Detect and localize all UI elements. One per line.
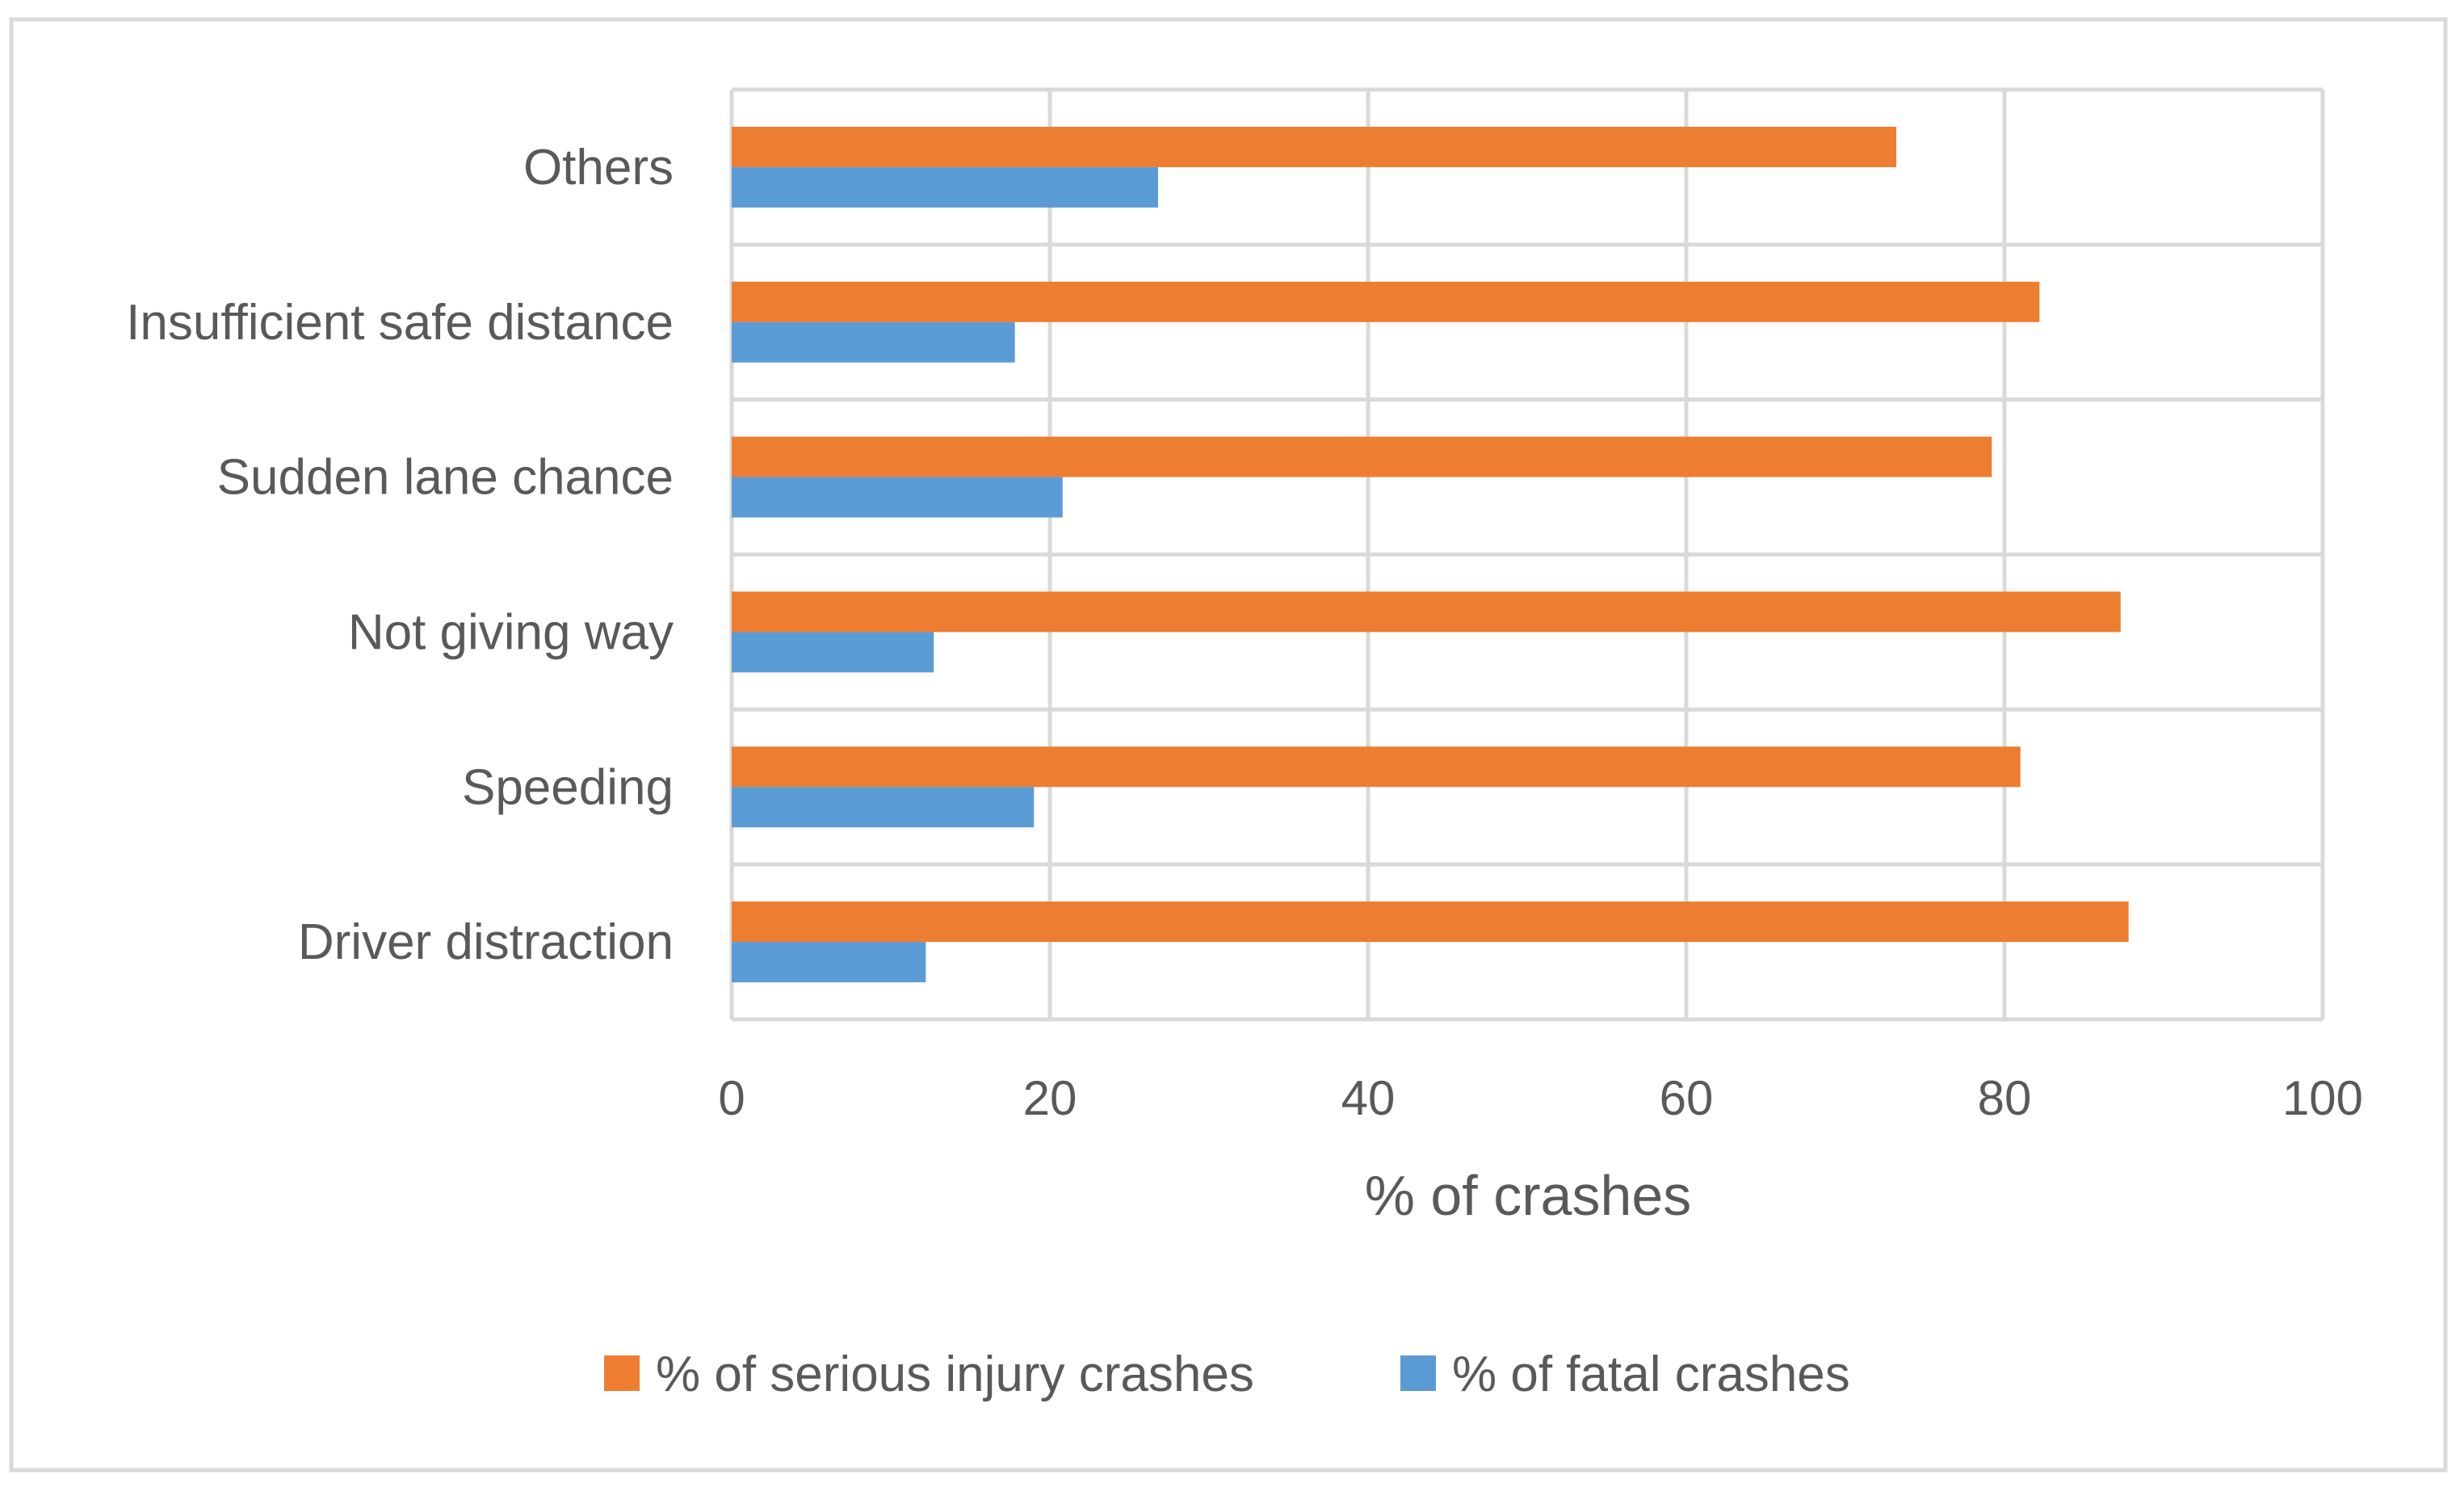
bar-fatal	[732, 166, 1158, 208]
category-label: Insufficient safe distance	[126, 295, 674, 351]
bar-serious-injury	[732, 126, 1897, 167]
category-labels: Driver distraction Speeding Not giving way…	[126, 140, 674, 970]
x-tick-labels: 0 20 40 60 80 100	[718, 1071, 2363, 1125]
legend-label: % of serious injury crashes	[656, 1347, 1254, 1402]
x-tick-label: 60	[1660, 1071, 1714, 1125]
category-label: Sudden lane chance	[217, 450, 674, 506]
bar-serious-injury	[732, 436, 1992, 477]
bar-serious-injury	[732, 281, 2040, 322]
bar-serious-injury	[732, 746, 2021, 788]
bar-fatal	[732, 632, 934, 673]
bar-serious-injury	[732, 591, 2121, 632]
x-axis-title: % of crashes	[1365, 1164, 1692, 1227]
bar-fatal	[732, 477, 1063, 518]
category-label: Not giving way	[348, 604, 674, 660]
bar-fatal	[732, 321, 1015, 363]
legend-swatch	[1400, 1355, 1436, 1391]
x-tick-label: 0	[718, 1071, 745, 1125]
x-tick-label: 20	[1023, 1071, 1077, 1125]
x-tick-label: 40	[1341, 1071, 1396, 1125]
x-tick-label: 100	[2282, 1071, 2363, 1125]
chart-border	[9, 17, 2448, 1473]
gridlines	[729, 87, 2325, 1022]
category-label: Speeding	[462, 759, 674, 815]
bar-fatal	[732, 942, 926, 983]
bars	[732, 126, 2129, 983]
bar-serious-injury	[732, 901, 2129, 943]
category-label: Driver distraction	[298, 914, 674, 970]
legend: % of serious injury crashes % of fatal cr…	[604, 1347, 1850, 1402]
category-label: Others	[523, 140, 674, 195]
x-tick-label: 80	[1978, 1071, 2032, 1125]
legend-swatch	[604, 1355, 640, 1391]
legend-label: % of fatal crashes	[1452, 1347, 1850, 1402]
bar-fatal	[732, 787, 1035, 828]
